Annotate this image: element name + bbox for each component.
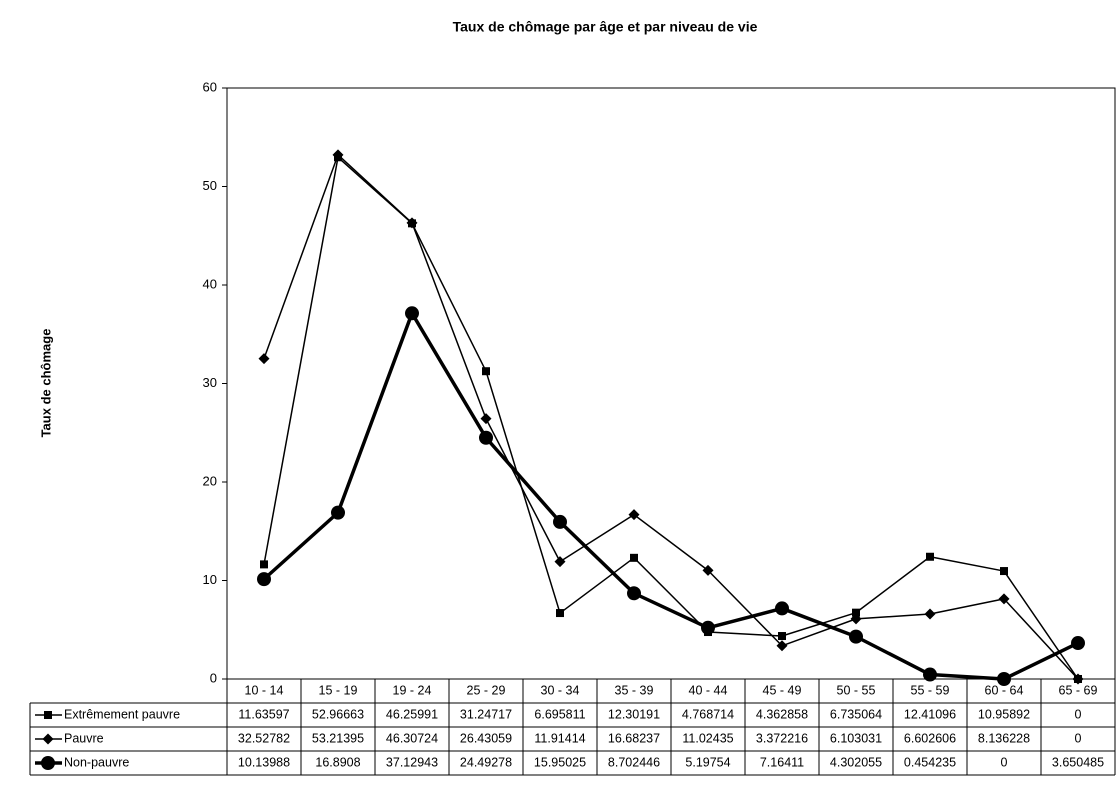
table-value: 11.91414 xyxy=(534,731,585,745)
y-tick-label: 30 xyxy=(203,375,217,390)
x-tick-label: 10 - 14 xyxy=(245,683,284,697)
table-value: 11.02435 xyxy=(682,731,733,745)
marker xyxy=(776,640,788,652)
y-tick-label: 40 xyxy=(203,276,217,291)
x-tick-label: 60 - 64 xyxy=(985,683,1024,697)
series-line xyxy=(263,154,1079,680)
marker xyxy=(702,564,714,576)
marker xyxy=(852,608,860,617)
marker xyxy=(850,613,862,625)
x-tick-label: 35 - 39 xyxy=(615,683,654,697)
y-tick-label: 20 xyxy=(203,473,217,488)
y-axis-title: Taux de chômage xyxy=(38,329,53,438)
x-tick-label: 50 - 55 xyxy=(837,683,876,697)
table-value: 3.650485 xyxy=(1052,755,1104,769)
chart-title: Taux de chômage par âge et par niveau de… xyxy=(453,19,758,35)
marker xyxy=(630,553,638,562)
series-line xyxy=(263,156,1079,680)
marker xyxy=(924,608,936,620)
table-value: 4.768714 xyxy=(682,707,734,721)
table-value: 8.702446 xyxy=(608,755,660,769)
marker xyxy=(479,430,493,445)
marker xyxy=(926,552,934,561)
marker xyxy=(331,505,345,520)
table-value: 46.25991 xyxy=(386,707,438,721)
x-tick-label: 19 - 24 xyxy=(393,683,432,697)
y-tick-label: 0 xyxy=(210,670,217,685)
y-tick-label: 50 xyxy=(203,178,217,193)
marker xyxy=(258,353,270,365)
table-value: 10.95892 xyxy=(978,707,1030,721)
x-tick-label: 45 - 49 xyxy=(763,683,802,697)
x-tick-label: 40 - 44 xyxy=(689,683,728,697)
x-tick-label: 25 - 29 xyxy=(467,683,506,697)
legend-marker xyxy=(41,756,55,770)
series-line xyxy=(262,311,1079,681)
table-value: 0 xyxy=(1075,731,1082,745)
table-value: 8.136228 xyxy=(978,731,1030,745)
table-value: 6.695811 xyxy=(534,707,585,721)
marker xyxy=(260,560,268,569)
x-tick-label: 15 - 19 xyxy=(319,683,358,697)
table-value: 11.63597 xyxy=(238,707,289,721)
y-tick-label: 10 xyxy=(203,572,217,587)
table-value: 4.362858 xyxy=(756,707,808,721)
x-tick-label: 55 - 59 xyxy=(911,683,950,697)
table-value: 15.95025 xyxy=(534,755,586,769)
table-value: 6.103031 xyxy=(830,731,882,745)
table-value: 12.41096 xyxy=(904,707,956,721)
table-value: 12.30191 xyxy=(608,707,660,721)
table-value: 6.602606 xyxy=(904,731,956,745)
table-value: 0 xyxy=(1075,707,1082,721)
table-value: 53.21395 xyxy=(312,731,364,745)
marker xyxy=(554,556,566,568)
table-value: 10.13988 xyxy=(238,755,290,769)
table-value: 4.302055 xyxy=(830,755,882,769)
legend-label: Pauvre xyxy=(64,731,104,745)
table-value: 16.68237 xyxy=(608,731,660,745)
marker xyxy=(553,514,567,529)
marker xyxy=(849,629,863,644)
table-value: 7.16411 xyxy=(760,755,804,769)
x-tick-label: 65 - 69 xyxy=(1059,683,1098,697)
table-value: 46.30724 xyxy=(386,731,438,745)
table-value: 16.8908 xyxy=(315,755,360,769)
marker xyxy=(778,632,786,641)
table-value: 0 xyxy=(1001,755,1008,769)
marker xyxy=(701,620,715,635)
marker xyxy=(332,149,344,161)
marker xyxy=(406,217,418,229)
marker xyxy=(556,609,564,618)
table-value: 0.454235 xyxy=(904,755,956,769)
marker xyxy=(775,601,789,616)
legend-label: Non-pauvre xyxy=(64,755,129,769)
table-value: 5.19754 xyxy=(685,755,730,769)
marker xyxy=(482,367,490,376)
legend-marker xyxy=(42,733,54,745)
marker xyxy=(257,572,271,587)
table-value: 24.49278 xyxy=(460,755,512,769)
table-value: 3.372216 xyxy=(756,731,808,745)
table-value: 31.24717 xyxy=(460,707,512,721)
marker xyxy=(1071,636,1085,651)
marker xyxy=(627,586,641,601)
table-value: 26.43059 xyxy=(460,731,512,745)
marker xyxy=(923,667,937,682)
marker xyxy=(480,413,492,425)
table-value: 52.96663 xyxy=(312,707,364,721)
y-tick-label: 60 xyxy=(203,79,217,94)
table-value: 37.12943 xyxy=(386,755,438,769)
table-value: 6.735064 xyxy=(830,707,882,721)
marker xyxy=(998,593,1010,605)
legend-label: Extrêmement pauvre xyxy=(64,707,180,721)
legend-marker xyxy=(44,711,52,719)
x-tick-label: 30 - 34 xyxy=(541,683,580,697)
marker xyxy=(1000,567,1008,576)
marker xyxy=(628,509,640,521)
marker xyxy=(405,306,419,321)
table-value: 32.52782 xyxy=(238,731,290,745)
